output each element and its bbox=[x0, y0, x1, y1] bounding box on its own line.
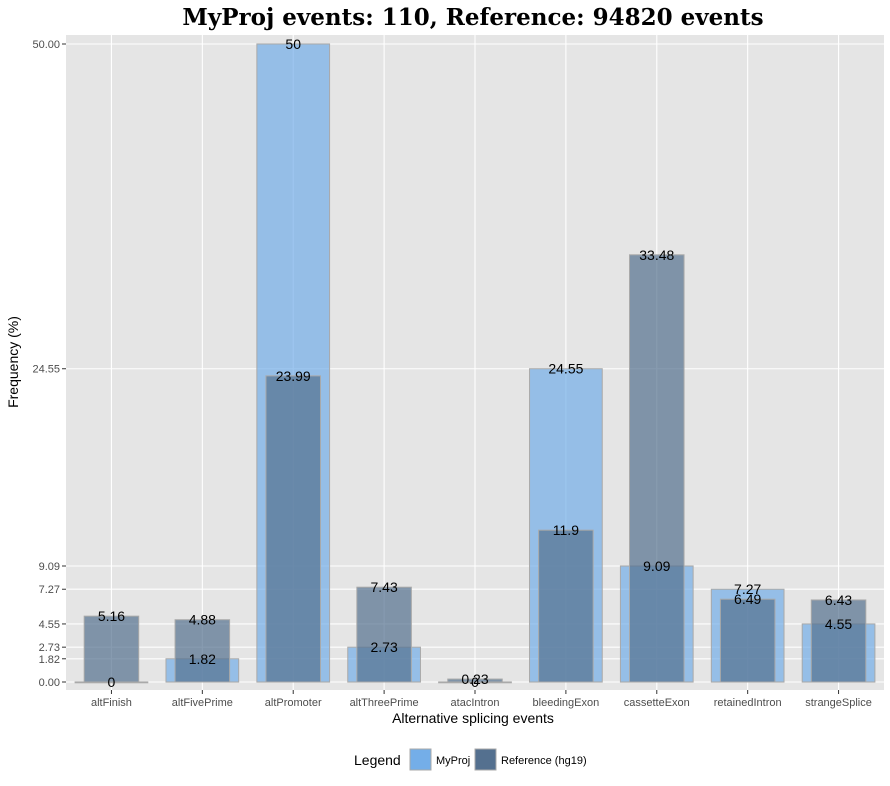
series-reference-labels: 5.16 4.88 23.99 7.43 0.23 11.9 33.48 6.49 6.43 bbox=[98, 247, 853, 687]
data-label-myproj-altFinish: 0 bbox=[108, 674, 116, 690]
x-tick-label: bleedingExon bbox=[533, 697, 600, 709]
legend: Legend MyProj Reference (hg19) bbox=[354, 748, 587, 771]
x-tick-label: altThreePrime bbox=[350, 697, 419, 709]
series-reference-bars bbox=[83, 254, 867, 683]
y-tick-label: 0.00 bbox=[39, 677, 60, 689]
bar-reference-retainedIntron bbox=[719, 598, 776, 683]
y-tick-label: 1.82 bbox=[39, 654, 60, 666]
x-tick-label: atacIntron bbox=[451, 697, 500, 709]
y-axis-title: Frequency (%) bbox=[5, 316, 21, 408]
x-axis-title: Alternative splicing events bbox=[392, 710, 554, 726]
legend-swatch-myproj bbox=[409, 748, 432, 771]
data-label-myproj-retainedIntron: 7.27 bbox=[734, 581, 761, 597]
data-label-myproj-altPromoter: 50 bbox=[285, 36, 301, 52]
y-tick-label: 7.27 bbox=[39, 584, 60, 596]
x-tick-label: altFinish bbox=[91, 697, 132, 709]
legend-title: Legend bbox=[354, 752, 401, 768]
bar-reference-altPromoter bbox=[265, 375, 321, 683]
series-myproj-labels: 0 1.82 50 2.73 0 24.55 9.09 7.27 4.55 bbox=[108, 36, 853, 690]
data-label-myproj-atacIntron: 0 bbox=[471, 674, 479, 690]
y-axis: 0.00 1.822.73 4.55 7.27 9.09 24.55 50.00 bbox=[32, 39, 66, 689]
data-label-reference-altThreePrime: 7.43 bbox=[370, 579, 397, 595]
chart-title: MyProj events: 110, Reference: 94820 eve… bbox=[182, 4, 763, 31]
x-tick-label: altFivePrime bbox=[172, 697, 233, 709]
y-tick-label: 50.00 bbox=[32, 39, 60, 51]
data-label-reference-altFinish: 5.16 bbox=[98, 608, 125, 624]
data-label-myproj-bleedingExon: 24.55 bbox=[548, 361, 583, 377]
bar-reference-bleedingExon bbox=[538, 529, 594, 683]
bar-reference-strangeSplice bbox=[810, 599, 867, 683]
x-tick-label: strangeSplice bbox=[805, 697, 872, 709]
y-tick-label: 9.09 bbox=[39, 561, 60, 573]
x-tick-label: retainedIntron bbox=[714, 697, 782, 709]
data-label-myproj-cassetteExon: 9.09 bbox=[643, 558, 670, 574]
y-tick-label: 24.55 bbox=[32, 364, 60, 376]
x-axis: altFinish altFivePrime altPromoter altThree… bbox=[91, 690, 872, 709]
x-tick-label: cassetteExon bbox=[624, 697, 690, 709]
data-label-reference-cassetteExon: 33.48 bbox=[639, 247, 674, 263]
y-tick-label: 2.73 bbox=[39, 642, 60, 654]
bar-reference-atacIntron bbox=[447, 678, 503, 683]
legend-swatch-reference bbox=[474, 748, 497, 771]
data-label-reference-altFivePrime: 4.88 bbox=[189, 612, 216, 628]
y-tick-label: 4.55 bbox=[39, 619, 60, 631]
x-tick-label: altPromoter bbox=[265, 697, 322, 709]
bar-reference-altThreePrime bbox=[356, 586, 412, 683]
data-label-reference-strangeSplice: 6.43 bbox=[825, 592, 852, 608]
data-label-myproj-altThreePrime: 2.73 bbox=[370, 639, 397, 655]
data-label-reference-atacIntron: 0.23 bbox=[461, 671, 488, 687]
data-label-reference-altPromoter: 23.99 bbox=[276, 368, 311, 384]
bar-reference-altFinish bbox=[83, 615, 140, 683]
legend-label-reference: Reference (hg19) bbox=[501, 755, 587, 767]
legend-label-myproj: MyProj bbox=[436, 755, 470, 767]
data-label-myproj-altFivePrime: 1.82 bbox=[189, 651, 216, 667]
data-label-reference-retainedIntron: 6.49 bbox=[734, 591, 761, 607]
data-label-reference-bleedingExon: 11.9 bbox=[553, 522, 579, 538]
bar-reference-altFivePrime bbox=[174, 619, 231, 683]
bar-reference-cassetteExon bbox=[629, 254, 685, 683]
data-label-myproj-strangeSplice: 4.55 bbox=[825, 616, 852, 632]
